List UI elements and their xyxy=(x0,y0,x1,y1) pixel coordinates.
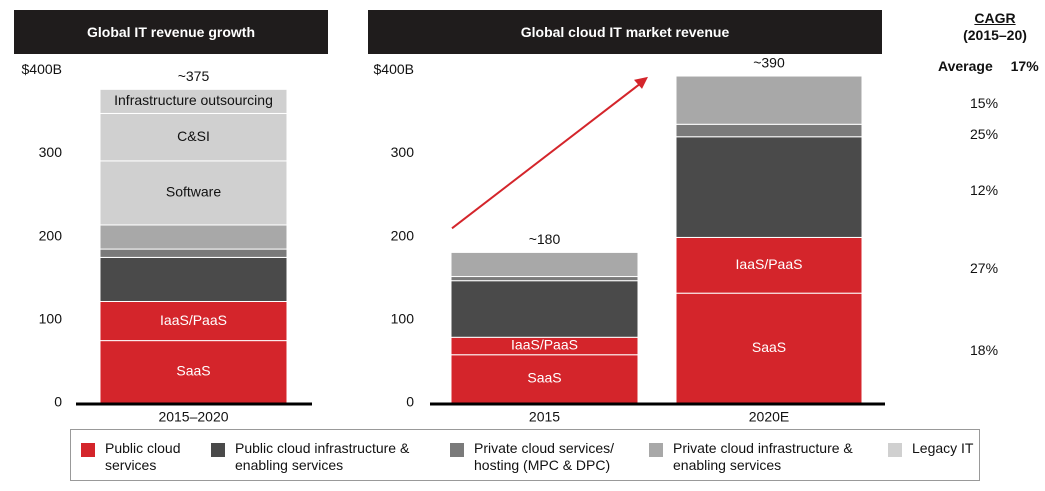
right-total-label: ~180 xyxy=(529,231,561,247)
legend-swatch-legacy-it xyxy=(888,443,902,457)
legend-swatch-public-cloud xyxy=(81,443,95,457)
right-bar-2015-segment-label: SaaS xyxy=(527,370,561,386)
left-axis-tick-label: 0 xyxy=(54,394,62,410)
right-bar-2020E-segment xyxy=(675,123,863,138)
left-axis-tick-label: 100 xyxy=(39,311,63,327)
cagr-title-line2: (2015–20) xyxy=(963,27,1027,43)
right-axis-tick-label: 100 xyxy=(391,311,415,327)
right-bar-2020E-segment xyxy=(675,136,863,238)
cagr-title-line1: CAGR xyxy=(974,10,1016,26)
left-bar-segment xyxy=(99,256,288,302)
cagr-value-private-services: 25% xyxy=(970,126,999,142)
right-bar-2015-segment xyxy=(450,354,639,404)
right-bar-2020E-segment-label: SaaS xyxy=(752,339,786,355)
legend-label-line2: services xyxy=(105,457,157,473)
left-bar-segment xyxy=(99,88,288,114)
left-axis-tick-label: 300 xyxy=(39,144,63,160)
right-axis-tick-label: 0 xyxy=(406,394,414,410)
growth-arrow-line xyxy=(451,83,641,230)
cagr-average-label: Average xyxy=(938,58,993,74)
left-bar-segment-label: C&SI xyxy=(177,128,210,144)
right-bar-2015-segment xyxy=(450,280,639,338)
right-bar-2015-segment xyxy=(450,276,639,282)
legend-item-private-services: Private cloud services/ hosting (MPC & D… xyxy=(474,440,614,474)
right-bar-2020E-segment xyxy=(675,236,863,294)
legend-label-line2: enabling services xyxy=(673,457,782,473)
left-bar-segment-label: Software xyxy=(166,184,221,200)
right-category-label: 2015 xyxy=(529,409,560,425)
right-bar-2020E-segment-label: IaaS/PaaS xyxy=(736,256,803,272)
legend-item-public-infra: Public cloud infrastructure & enabling s… xyxy=(235,440,409,474)
left-category-label: 2015–2020 xyxy=(158,409,228,425)
growth-arrow-head xyxy=(634,76,648,89)
left-bar-segment xyxy=(99,160,288,226)
legend-label-line1: Private cloud services/ xyxy=(474,440,615,456)
legend-item-private-infra: Private cloud infrastructure & enabling … xyxy=(673,440,853,474)
cagr-value-saas: 18% xyxy=(970,342,999,358)
left-chart-title: Global IT revenue growth xyxy=(86,24,256,40)
right-bar-2015-segment-label: IaaS/PaaS xyxy=(511,337,578,353)
left-total-label: ~375 xyxy=(178,68,210,84)
legend-label-line1: Private cloud infrastructure & xyxy=(673,440,853,456)
right-axis-tick-label: 200 xyxy=(391,227,415,243)
left-axis-tick-label: $400B xyxy=(22,61,62,77)
legend-label-line2: enabling services xyxy=(235,457,344,473)
left-bar-segment xyxy=(99,224,288,250)
right-axis-tick-label: $400B xyxy=(374,61,414,77)
left-bar-segment xyxy=(99,300,288,342)
left-bar-segment xyxy=(99,248,288,258)
right-axis-tick-label: 300 xyxy=(391,144,415,160)
left-bar-segment-label: SaaS xyxy=(176,363,210,379)
legend-label-line2: hosting (MPC & DPC) xyxy=(474,457,611,473)
right-bar-2015-segment xyxy=(450,251,639,278)
cagr-title: CAGR (2015–20) xyxy=(950,10,1040,44)
legend-item-legacy-it: Legacy IT xyxy=(912,440,973,457)
chart-canvas: 0 100 200 300 $400B SaaS IaaS/PaaS Software C&SI… xyxy=(22,55,885,425)
cagr-average-value: 17% xyxy=(1010,58,1039,74)
legend-item-public-cloud: Public cloud services xyxy=(105,440,181,474)
legend-label-line1: Legacy IT xyxy=(912,440,974,456)
legend-swatch-private-services xyxy=(450,443,464,457)
legend-label-line1: Public cloud xyxy=(105,440,181,456)
left-chart-header: Global IT revenue growth xyxy=(14,10,328,54)
right-bar-2020E-segment xyxy=(675,292,863,404)
cagr-value-public-infra: 12% xyxy=(970,182,999,198)
right-total-label: ~390 xyxy=(753,55,785,71)
legend-swatch-public-infra xyxy=(211,443,225,457)
cagr-average: Average 17% xyxy=(938,58,1039,74)
right-chart-header: Global cloud IT market revenue xyxy=(368,10,882,54)
cagr-value-iaas-paas: 27% xyxy=(970,260,999,276)
right-bar-2020E-segment xyxy=(675,75,863,125)
right-category-label: 2020E xyxy=(749,409,789,425)
legend-label-line1: Public cloud infrastructure & xyxy=(235,440,410,456)
left-axis-tick-label: 200 xyxy=(39,227,63,243)
left-bar-segment-label: Infrastructure outsourcing xyxy=(114,92,273,108)
cagr-value-private-infra: 15% xyxy=(970,95,999,111)
left-bar-segment xyxy=(99,340,288,404)
legend: Public cloud services Public cloud infra… xyxy=(70,429,980,481)
right-chart-title: Global cloud IT market revenue xyxy=(520,24,730,40)
left-bar-segment xyxy=(99,112,288,162)
left-bar-segment-label: IaaS/PaaS xyxy=(160,312,227,328)
legend-swatch-private-infra xyxy=(649,443,663,457)
